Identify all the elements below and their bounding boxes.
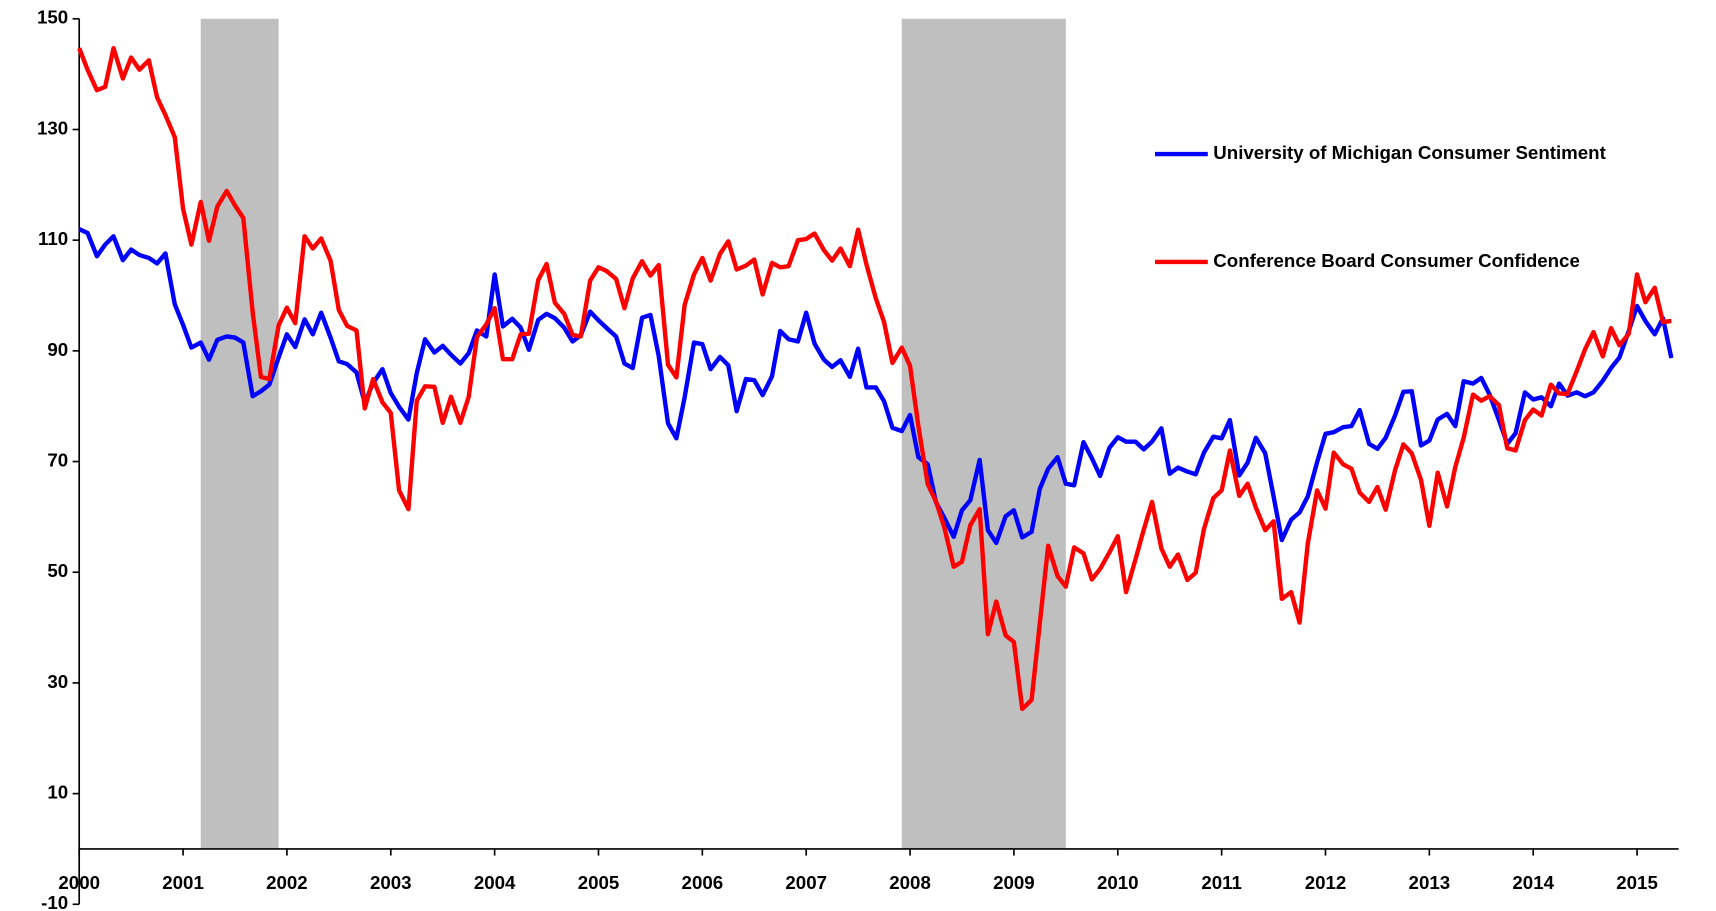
x-tick-label: 2003 [370, 872, 412, 893]
y-tick-label: 10 [47, 782, 68, 803]
x-tick-label: 2014 [1512, 872, 1554, 893]
y-tick-label: -10 [41, 892, 68, 911]
y-tick-label: 130 [37, 117, 68, 138]
recession-shade [200, 18, 279, 849]
x-tick-label: 2000 [58, 872, 100, 893]
legend-label: University of Michigan Consumer Sentimen… [1213, 142, 1606, 163]
y-tick-label: 90 [47, 339, 68, 360]
x-tick-label: 2010 [1097, 872, 1139, 893]
y-tick-label: 30 [47, 671, 68, 692]
legend-label: Conference Board Consumer Confidence [1213, 250, 1580, 271]
y-tick-label: 70 [47, 449, 68, 470]
x-tick-label: 2004 [474, 872, 516, 893]
x-tick-label: 2015 [1616, 872, 1658, 893]
y-tick-label: 110 [38, 228, 68, 249]
x-tick-label: 2008 [889, 872, 931, 893]
recession-shade [901, 18, 1066, 849]
series-line [78, 227, 1674, 546]
y-tick-label: 150 [37, 7, 68, 28]
series-line [77, 45, 1672, 712]
x-tick-label: 2012 [1305, 872, 1347, 893]
x-tick-label: 2006 [682, 872, 724, 893]
x-tick-label: 2007 [785, 872, 827, 893]
x-tick-label: 2002 [266, 872, 308, 893]
y-tick-label: 50 [47, 560, 68, 581]
x-tick-label: 2005 [578, 872, 620, 893]
x-tick-label: 2009 [993, 872, 1035, 893]
x-tick-label: 2013 [1409, 872, 1451, 893]
x-tick-label: 2011 [1201, 872, 1242, 893]
x-tick-label: 2001 [162, 872, 204, 893]
